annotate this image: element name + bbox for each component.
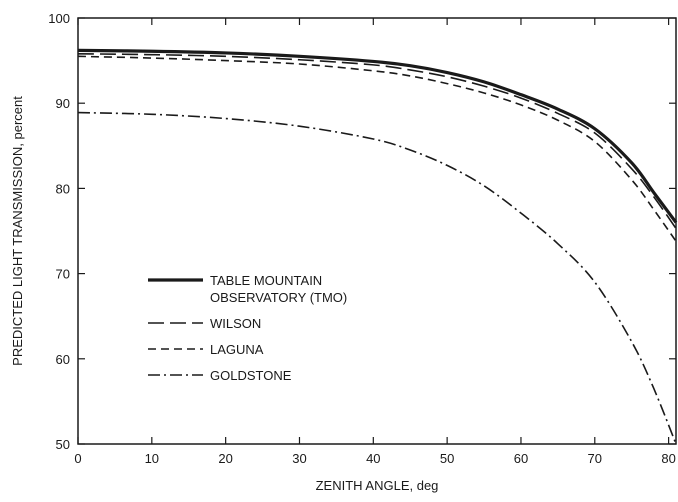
y-tick-label: 50 [56, 437, 70, 452]
x-axis-title: ZENITH ANGLE, deg [316, 478, 439, 493]
series-line-table-mountain-observatory-tmo [77, 48, 678, 224]
series-line-goldstone [77, 111, 677, 445]
y-tick-label: 60 [56, 352, 70, 367]
series-layer [77, 48, 678, 445]
x-tick-label: 50 [440, 451, 454, 466]
legend-label-table-mountain-observatory-tmo: OBSERVATORY (TMO) [210, 290, 347, 305]
x-tick-label: 20 [218, 451, 232, 466]
legend-label-table-mountain-observatory-tmo: TABLE MOUNTAIN [210, 273, 322, 288]
x-tick-label: 30 [292, 451, 306, 466]
y-tick-label: 90 [56, 96, 70, 111]
series-line-laguna [77, 55, 677, 242]
plot-frame [77, 17, 677, 445]
x-tick-label: 80 [661, 451, 675, 466]
y-axis-ticks: 50 60 70 80 90 100 [48, 11, 676, 452]
x-tick-label: 70 [588, 451, 602, 466]
legend-label-laguna: LAGUNA [210, 342, 264, 357]
x-tick-label: 60 [514, 451, 528, 466]
legend-label-goldstone: GOLDSTONE [210, 368, 292, 383]
x-tick-label: 40 [366, 451, 380, 466]
legend-label-wilson: WILSON [210, 316, 261, 331]
series-line-wilson [77, 52, 677, 229]
legend: TABLE MOUNTAIN OBSERVATORY (TMO) WILSON LAG… [148, 273, 347, 383]
y-tick-label: 70 [56, 267, 70, 282]
y-axis-title: PREDICTED LIGHT TRANSMISSION, percent [10, 96, 25, 366]
x-axis-ticks: 0 10 20 30 40 50 60 70 80 [74, 18, 676, 466]
plot-area [77, 17, 677, 445]
x-tick-label: 0 [74, 451, 81, 466]
y-tick-label: 100 [48, 11, 70, 26]
y-tick-label: 80 [56, 181, 70, 196]
x-tick-label: 10 [145, 451, 159, 466]
